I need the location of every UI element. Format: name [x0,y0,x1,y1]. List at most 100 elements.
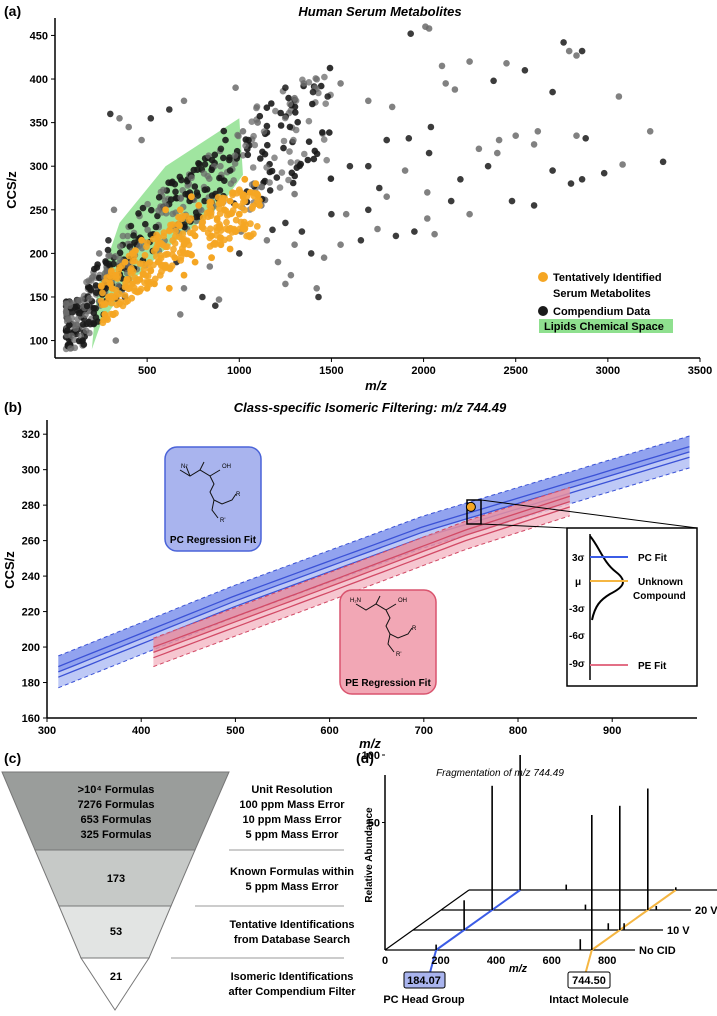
compendium-point [451,86,459,93]
compendium-point [278,169,286,176]
compendium-point [62,309,70,317]
compendium-point [365,206,372,214]
panel-b-label: (b) [4,399,22,415]
funnel-count: 21 [110,971,122,983]
legend-serum-line2: Serum Metabolites [553,288,651,300]
pe-box-label: PE Regression Fit [345,678,431,689]
compendium-point [227,180,235,187]
compendium-point [310,155,318,163]
serum-point [121,258,129,266]
compendium-point [290,136,297,144]
compendium-point [578,176,586,183]
y-tick-label: 300 [22,465,40,477]
compendium-point [258,183,265,191]
serum-point [191,224,199,232]
compendium-point [615,93,623,100]
serum-point [235,210,243,218]
x-tick-label: 900 [603,725,621,737]
compendium-point [286,148,293,155]
x-tick-label: 500 [138,365,156,377]
compendium-point [305,138,313,145]
compendium-point [582,135,589,142]
compendium-point [269,226,276,234]
compendium-point [254,119,261,126]
compendium-point [307,250,315,257]
serum-point [106,280,114,288]
compendium-point [327,175,335,182]
compendium-point [231,152,239,159]
compendium-point [282,280,289,288]
y-tick-label: 100 [30,336,48,348]
y-tick-label: 350 [30,118,48,130]
serum-point [206,202,214,210]
compendium-point [264,141,271,149]
serum-point [188,193,195,201]
serum-point [174,221,182,228]
compendium-point [138,136,145,144]
serum-point [195,202,203,209]
sigma-label: 3σ [572,553,585,564]
compendium-point [212,302,219,310]
compendium-point [260,128,268,135]
compendium-point [193,189,201,196]
compendium-point [286,123,294,131]
unknown-label-line2: Compound [633,591,686,602]
compendium-point [182,190,189,198]
compendium-point [342,210,350,218]
compendium-point [192,209,200,216]
pc-fit-label: PC Fit [638,553,668,564]
serum-point [180,271,188,279]
compendium-point [320,254,328,261]
compendium-point [261,150,269,158]
serum-point [143,284,151,292]
compendium-point [135,242,143,250]
compendium-point [659,158,667,166]
panel-d-label: (d) [356,750,374,766]
serum-point [175,233,183,241]
compendium-point [280,137,288,145]
compendium-point [208,166,215,174]
compendium-point [530,141,538,148]
panel-a-legend: Tentatively Identified Serum Metabolites… [538,272,673,333]
pe-fit-label: PE Fit [638,661,667,672]
compendium-point [411,228,418,235]
serum-point [221,236,228,244]
x-tick-label: 3000 [596,365,620,377]
funnel-description: from Database Search [234,934,350,946]
compendium-point [304,156,312,164]
serum-point [162,263,170,270]
compendium-point [405,135,413,142]
compendium-point [216,174,223,182]
serum-point [121,292,129,299]
compendium-point [83,302,91,310]
compendium-point [82,327,90,335]
serum-point [165,284,173,292]
compendium-point [322,100,330,107]
compendium-point [110,206,118,214]
pe-structure-icon [355,595,413,653]
panel-b-ylabel: CCS/z [2,551,17,589]
compendium-point [309,88,317,96]
x-tick-label: 800 [598,955,616,967]
compendium-point [286,100,294,108]
panel-d-ylabel: Relative Abundance [364,807,375,903]
intact-drop-line [584,949,593,973]
panel-b-ticks: 300 400 500 600 700 800 900 160 180 200 220 240 260 2… [22,429,622,737]
serum-point [136,276,144,283]
pc-structure-atom: OH [222,464,231,470]
compendium-point [116,243,124,250]
unknown-compound-point [465,501,476,512]
serum-point [246,189,254,196]
compendium-point [220,127,228,135]
compendium-point [313,76,321,83]
compendium-point [337,80,344,87]
panel-d-title: Fragmentation of m/z 744.49 [436,768,564,779]
serum-point [176,249,184,256]
serum-point [216,205,223,213]
compendium-point [291,241,298,248]
y-tick-label: 250 [30,205,48,217]
funnel-description: Tentative Identifications [229,919,354,931]
panel-a-xlabel: m/z [365,378,387,393]
compendium-point [90,309,98,317]
pc-head-callout: 184.07 PC Head Group [383,971,465,1006]
